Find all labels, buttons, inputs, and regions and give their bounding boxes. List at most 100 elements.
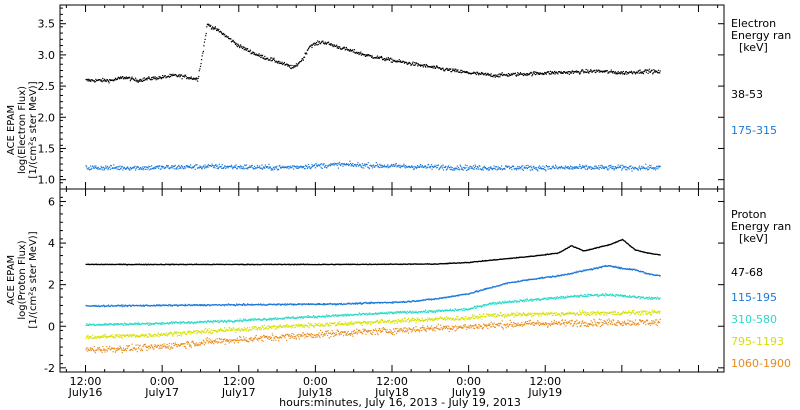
data-point — [207, 166, 209, 168]
data-point — [484, 166, 487, 169]
data-point — [169, 73, 171, 75]
data-point — [308, 315, 310, 317]
data-point — [372, 164, 374, 166]
data-point — [102, 166, 104, 168]
data-point — [644, 70, 646, 72]
data-point — [243, 168, 245, 170]
data-point — [594, 69, 596, 71]
data-point — [481, 260, 483, 262]
data-point — [543, 73, 545, 75]
data-point — [530, 298, 532, 300]
data-point — [195, 79, 197, 81]
data-point — [308, 47, 310, 49]
data-point — [388, 59, 391, 61]
data-point — [135, 169, 137, 171]
data-point — [495, 166, 497, 168]
data-point — [212, 322, 214, 324]
data-point — [106, 167, 108, 169]
data-point — [518, 301, 520, 303]
data-point — [617, 166, 619, 169]
data-point — [547, 297, 549, 299]
data-point — [567, 166, 569, 168]
data-point — [630, 71, 632, 73]
data-point — [473, 71, 475, 73]
data-point — [226, 304, 229, 306]
data-point — [517, 166, 519, 168]
data-point — [637, 70, 639, 72]
data-point — [379, 312, 381, 314]
data-point — [260, 56, 262, 59]
data-point — [472, 168, 474, 170]
data-point — [191, 167, 193, 169]
data-point — [506, 283, 508, 285]
data-point — [411, 300, 413, 303]
data-point — [597, 167, 599, 169]
data-point — [297, 303, 299, 305]
data-point — [150, 168, 152, 170]
data-point — [93, 324, 95, 326]
data-point — [155, 167, 157, 169]
data-point — [234, 319, 236, 322]
data-point — [596, 167, 598, 170]
electron-legend-title-2: Energy ran — [731, 29, 791, 42]
data-point — [136, 263, 138, 265]
data-point — [488, 302, 491, 304]
data-point — [653, 69, 655, 71]
data-point — [451, 71, 453, 73]
data-point — [110, 79, 112, 81]
data-point — [190, 322, 192, 324]
data-point — [239, 45, 241, 47]
data-point — [207, 164, 210, 166]
data-point — [595, 268, 597, 270]
data-point — [606, 168, 608, 170]
data-point — [501, 74, 503, 76]
data-point — [575, 71, 577, 73]
data-point — [589, 70, 591, 72]
data-point — [236, 46, 238, 48]
data-point — [593, 168, 595, 170]
data-point — [401, 166, 403, 168]
data-point — [426, 166, 429, 168]
data-point — [148, 264, 150, 266]
data-point — [528, 74, 530, 76]
data-point — [460, 69, 462, 71]
data-point — [542, 165, 544, 167]
data-point — [360, 166, 362, 168]
data-point — [145, 78, 147, 80]
data-point — [559, 251, 561, 253]
data-point — [536, 167, 538, 169]
data-point — [456, 71, 458, 73]
data-point — [244, 264, 246, 266]
data-point — [221, 320, 223, 322]
data-point — [174, 165, 176, 167]
data-point — [564, 168, 566, 170]
data-point — [355, 303, 357, 305]
data-point — [359, 301, 361, 303]
data-point — [332, 163, 334, 165]
data-point — [402, 301, 404, 304]
data-point — [518, 73, 520, 75]
data-point — [306, 165, 308, 167]
data-point — [307, 316, 310, 318]
data-point — [196, 164, 198, 166]
electron-points — [85, 23, 661, 172]
data-point — [486, 304, 488, 306]
data-point — [425, 165, 427, 168]
data-point — [160, 304, 162, 306]
data-point — [148, 169, 150, 171]
data-point — [532, 278, 534, 280]
data-point — [260, 54, 262, 56]
data-point — [517, 168, 519, 170]
data-point — [508, 300, 510, 302]
data-point — [179, 75, 181, 77]
data-point — [201, 168, 203, 170]
data-point — [125, 305, 127, 307]
data-point — [606, 70, 608, 72]
data-point — [107, 80, 110, 83]
data-point — [380, 164, 383, 166]
data-point — [90, 168, 92, 170]
data-point — [411, 310, 414, 312]
data-point — [553, 167, 555, 169]
data-point — [241, 319, 243, 321]
